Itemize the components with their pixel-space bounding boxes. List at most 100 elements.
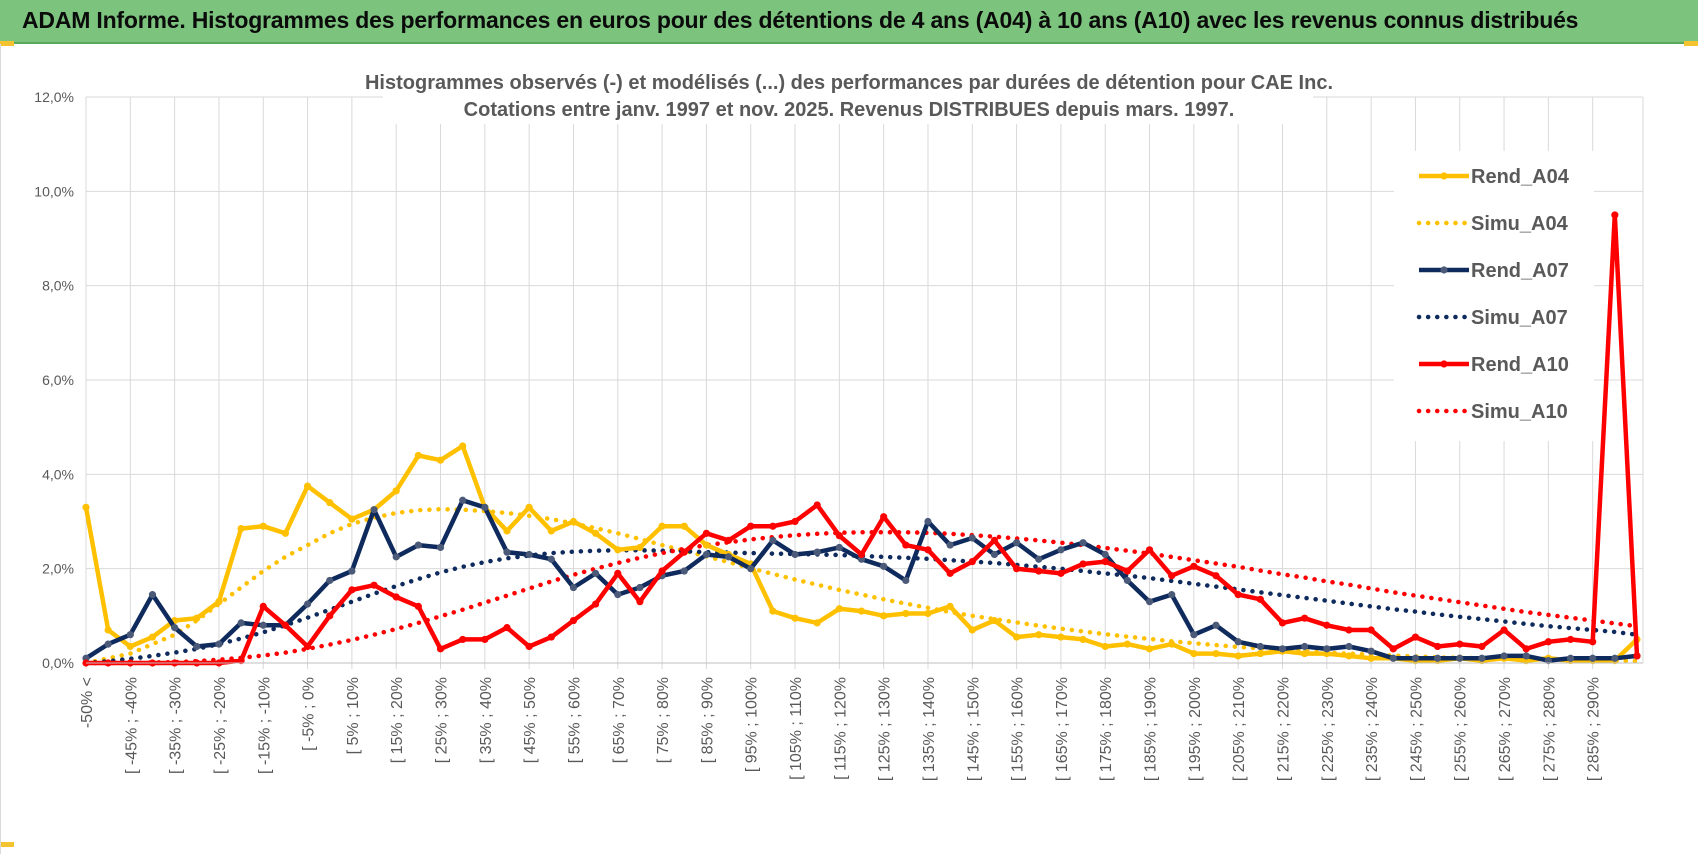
- legend-label-rend-a10: Rend_A10: [1471, 354, 1569, 376]
- data-point-rend-a10: [680, 548, 688, 556]
- data-point-rend-a07: [215, 640, 223, 648]
- legend-label-simu-a10: Simu_A10: [1471, 401, 1568, 423]
- x-tick-label: [ 115% ; 120%: [832, 677, 849, 780]
- x-tick-label: [ 155% ; 160%: [1010, 677, 1027, 781]
- data-point-rend-a10: [414, 602, 422, 611]
- data-point-rend-a10: [924, 546, 932, 554]
- data-point-rend-a04: [1367, 654, 1375, 662]
- data-point-rend-a07: [547, 555, 555, 563]
- data-point-rend-a10: [1522, 645, 1530, 653]
- data-point-rend-a04: [525, 503, 533, 511]
- data-point-rend-a04: [459, 442, 467, 450]
- legend-marker-rend-a04: [1440, 172, 1448, 180]
- data-point-rend-a07: [769, 536, 777, 544]
- data-point-rend-a07: [614, 591, 622, 599]
- data-point-rend-a10: [1411, 633, 1420, 641]
- data-point-rend-a04: [1212, 649, 1220, 658]
- x-tick-label: [ 75% ; 80%: [655, 677, 672, 763]
- x-tick-label: [ 175% ; 180%: [1098, 677, 1115, 781]
- data-point-rend-a04: [303, 482, 312, 490]
- data-point-rend-a10: [237, 657, 245, 665]
- data-point-rend-a07: [1500, 652, 1508, 660]
- x-tick-label: [ 215% ; 220%: [1275, 677, 1292, 781]
- data-point-rend-a04: [436, 456, 445, 464]
- data-point-rend-a07: [481, 503, 489, 511]
- x-tick-label: [ 285% ; 290%: [1586, 677, 1603, 781]
- corner-marker-right: [1684, 41, 1698, 46]
- series-line-rend-a07: [84, 498, 1638, 663]
- data-point-rend-a07: [1145, 598, 1154, 606]
- series-line-simu-a10: [83, 530, 1640, 666]
- data-point-rend-a04: [392, 487, 400, 495]
- data-point-rend-a07: [436, 543, 445, 552]
- data-point-rend-a04: [1057, 633, 1065, 641]
- legend-marker-rend-a07: [1440, 266, 1448, 274]
- data-point-rend-a04: [281, 529, 290, 537]
- data-point-rend-a10: [303, 642, 312, 651]
- legend: Rend_A04 Simu_A04 Rend_A07 Simu_A07 Rend_A10…: [1394, 151, 1594, 441]
- x-tick-label: [ 275% ; 280%: [1541, 677, 1558, 781]
- data-point-rend-a10: [1456, 640, 1464, 648]
- x-tick-label: [ 165% ; 170%: [1054, 677, 1071, 781]
- x-tick-label: [ 135% ; 140%: [921, 677, 938, 781]
- data-point-rend-a04: [990, 616, 999, 625]
- report-title: ADAM Informe. Histogrammes des performan…: [22, 7, 1579, 33]
- data-point-rend-a10: [1323, 621, 1331, 629]
- x-tick-label: [ 65% ; 70%: [611, 677, 628, 763]
- data-point-rend-a07: [1101, 550, 1109, 559]
- data-point-rend-a04: [769, 607, 777, 615]
- data-point-rend-a04: [126, 642, 134, 651]
- data-point-rend-a10: [326, 612, 334, 620]
- data-point-rend-a04: [835, 605, 843, 613]
- data-point-rend-a10: [1035, 567, 1043, 575]
- data-point-rend-a10: [747, 522, 755, 530]
- data-point-rend-a10: [1633, 652, 1641, 660]
- data-point-rend-a10: [1589, 638, 1597, 646]
- data-point-rend-a10: [902, 541, 910, 549]
- x-tick-label: [ 255% ; 260%: [1453, 677, 1470, 781]
- data-point-rend-a07: [1589, 654, 1597, 662]
- data-point-rend-a07: [791, 550, 799, 559]
- data-point-rend-a04: [614, 546, 622, 554]
- data-point-rend-a10: [1013, 565, 1021, 573]
- data-point-rend-a07: [747, 565, 755, 573]
- data-point-rend-a04: [547, 527, 555, 535]
- data-point-rend-a07: [680, 567, 688, 575]
- data-point-rend-a07: [414, 541, 422, 549]
- data-point-rend-a10: [370, 581, 378, 589]
- data-point-rend-a07: [1433, 654, 1442, 662]
- data-point-rend-a04: [1035, 631, 1043, 639]
- data-point-rend-a07: [1323, 645, 1331, 653]
- data-point-rend-a04: [902, 609, 910, 618]
- data-point-rend-a10: [569, 616, 578, 625]
- x-tick-label: [ -45% ; -40%: [123, 677, 140, 774]
- data-point-rend-a04: [946, 602, 954, 611]
- data-point-rend-a10: [835, 532, 843, 540]
- y-tick-label: 4,0%: [42, 466, 74, 482]
- data-point-rend-a07: [1411, 654, 1420, 662]
- x-tick-label: [ 85% ; 90%: [699, 677, 716, 763]
- x-tick-label: -50% <: [79, 677, 96, 728]
- data-point-rend-a07: [370, 506, 378, 514]
- data-point-rend-a04: [880, 612, 888, 620]
- data-point-rend-a10: [1367, 626, 1375, 634]
- data-point-rend-a10: [1500, 626, 1508, 634]
- data-point-rend-a07: [326, 576, 334, 585]
- data-point-rend-a10: [636, 598, 644, 606]
- data-point-rend-a07: [902, 576, 910, 585]
- data-point-rend-a07: [1057, 546, 1065, 554]
- data-point-rend-a10: [1101, 557, 1109, 566]
- line-chart: 0,0% 2,0% 4,0% 6,0% 8,0% 10,0% 12,0% -50% < [ -4…: [34, 64, 1644, 781]
- legend-label-simu-a07: Simu_A07: [1471, 307, 1568, 329]
- x-tick-label: [ -25% ; -20%: [212, 677, 229, 774]
- x-tick-label: [ 35% ; 40%: [478, 677, 495, 763]
- data-point-rend-a10: [769, 522, 777, 530]
- data-point-rend-a07: [193, 642, 201, 651]
- data-point-rend-a04: [592, 529, 600, 537]
- y-tick-label: 10,0%: [34, 183, 74, 199]
- data-point-rend-a10: [1478, 642, 1486, 651]
- chart-title-background: [383, 64, 1313, 124]
- data-point-rend-a07: [104, 640, 112, 648]
- data-point-rend-a07: [1278, 645, 1287, 653]
- x-tick-label: [ 105% ; 110%: [788, 677, 805, 780]
